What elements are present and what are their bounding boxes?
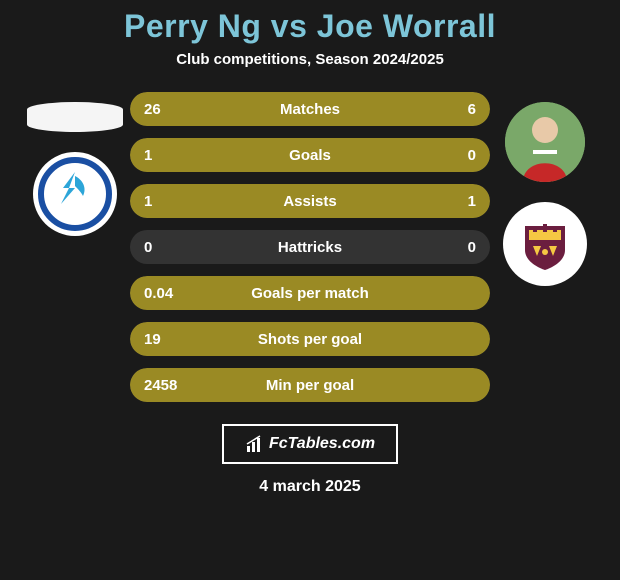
- stat-row: 1Assists1: [130, 184, 490, 218]
- stat-row: 2458Min per goal: [130, 368, 490, 402]
- player-left-club-badge: [33, 152, 117, 236]
- stat-label: Hattricks: [130, 239, 490, 256]
- player-right-avatar: [505, 102, 585, 182]
- page-title: Perry Ng vs Joe Worrall: [124, 8, 496, 45]
- stat-label: Goals per match: [130, 285, 490, 302]
- date-label: 4 march 2025: [259, 478, 360, 496]
- stat-row: 19Shots per goal: [130, 322, 490, 356]
- stat-row: 1Goals0: [130, 138, 490, 172]
- stat-row: 26Matches6: [130, 92, 490, 126]
- watermark: FcTables.com: [222, 424, 398, 464]
- stat-label: Assists: [130, 193, 490, 210]
- watermark-text: FcTables.com: [269, 435, 375, 453]
- stats-column: 26Matches61Goals01Assists10Hattricks00.0…: [130, 92, 490, 402]
- player-left-avatar: [27, 102, 123, 132]
- stat-row: 0Hattricks0: [130, 230, 490, 264]
- stat-label: Min per goal: [130, 377, 490, 394]
- stat-label: Goals: [130, 147, 490, 164]
- stat-value-right: 1: [468, 193, 476, 210]
- stat-value-right: 0: [468, 147, 476, 164]
- stat-value-right: 6: [468, 101, 476, 118]
- right-column: [490, 92, 600, 286]
- left-column: [20, 92, 130, 236]
- subtitle: Club competitions, Season 2024/2025: [176, 51, 444, 68]
- stat-label: Matches: [130, 101, 490, 118]
- stat-label: Shots per goal: [130, 331, 490, 348]
- player-right-club-badge: [503, 202, 587, 286]
- stat-row: 0.04Goals per match: [130, 276, 490, 310]
- comparison-content: 26Matches61Goals01Assists10Hattricks00.0…: [0, 92, 620, 402]
- stat-value-right: 0: [468, 239, 476, 256]
